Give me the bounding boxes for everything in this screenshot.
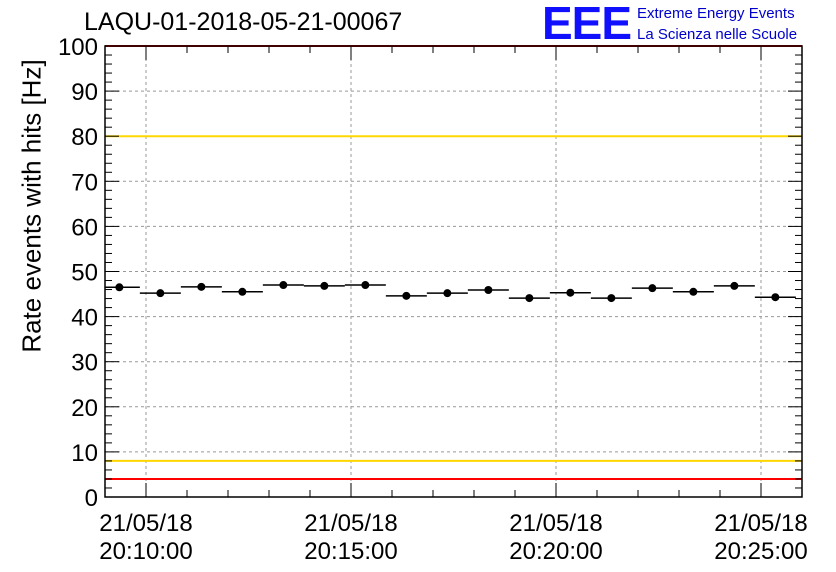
data-point xyxy=(648,284,657,293)
x-tick-label-time: 20:25:00 xyxy=(714,538,807,565)
y-tick-label: 100 xyxy=(58,34,98,61)
y-tick-label: 30 xyxy=(71,350,98,377)
eee-logo-mark: EEE xyxy=(542,0,632,49)
x-tick-label-time: 20:20:00 xyxy=(509,538,602,565)
data-point xyxy=(320,281,329,290)
data-point xyxy=(197,282,206,291)
data-point xyxy=(238,287,247,296)
y-tick-label: 60 xyxy=(71,214,98,241)
data-point xyxy=(402,291,411,300)
y-tick-label: 10 xyxy=(71,440,98,467)
data-point xyxy=(156,289,165,298)
y-tick-label: 90 xyxy=(71,79,98,106)
logo-line-1: Extreme Energy Events xyxy=(637,5,795,22)
data-point xyxy=(484,285,493,294)
data-point xyxy=(771,293,780,302)
logo-line-2: La Scienza nelle Scuole xyxy=(637,26,798,43)
x-tick-label-time: 20:10:00 xyxy=(99,538,192,565)
y-tick-label: 80 xyxy=(71,124,98,151)
y-tick-label: 70 xyxy=(71,169,98,196)
y-tick-label: 40 xyxy=(71,305,98,332)
eee-logo: EEE Extreme Energy Events La Scienza nel… xyxy=(542,0,832,49)
data-point xyxy=(607,294,616,303)
data-point xyxy=(525,294,534,303)
data-point xyxy=(361,281,370,290)
x-tick-label-date: 21/05/18 xyxy=(99,510,192,537)
plot-title: LAQU-01-2018-05-21-00067 xyxy=(84,8,403,36)
x-tick-label-time: 20:15:00 xyxy=(304,538,397,565)
y-tick-label: 20 xyxy=(71,395,98,422)
data-point xyxy=(115,283,124,292)
data-point xyxy=(730,281,739,290)
y-tick-label: 50 xyxy=(71,260,98,287)
data-point xyxy=(566,288,575,297)
x-tick-label-date: 21/05/18 xyxy=(509,510,602,537)
x-tick-label-date: 21/05/18 xyxy=(304,510,397,537)
data-point xyxy=(689,287,698,296)
y-tick-label: 0 xyxy=(85,485,98,512)
data-point xyxy=(443,289,452,298)
data-point xyxy=(279,281,288,290)
x-tick-label-date: 21/05/18 xyxy=(714,510,807,537)
